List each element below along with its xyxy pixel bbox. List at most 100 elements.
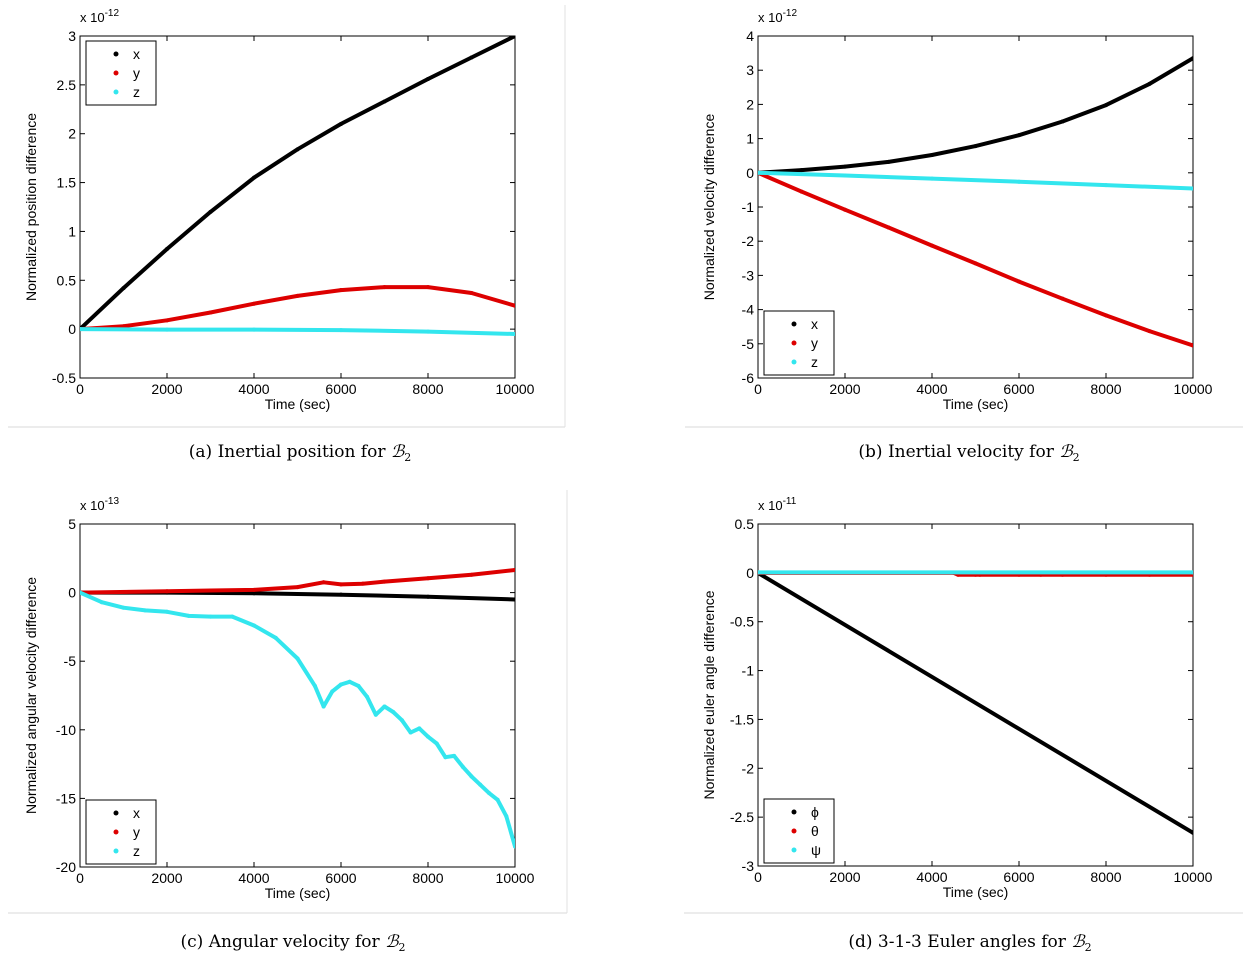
data-point (80, 590, 82, 595)
y-tick-label: 2 (746, 96, 754, 112)
data-point (1191, 186, 1193, 191)
data-point (513, 332, 515, 337)
legend-box (85, 799, 157, 865)
data-point (1060, 119, 1065, 124)
data-point (495, 797, 500, 802)
caption-d: (d) 3-1-3 Euler angles for ℬ2 (848, 932, 1091, 954)
data-point (1147, 329, 1152, 334)
axis-multiplier: x 10-11 (758, 496, 797, 513)
data-point (165, 589, 169, 594)
x-tick-label: 10000 (1174, 381, 1213, 397)
y-tick-label: 1 (68, 223, 76, 239)
legend-box (85, 40, 157, 106)
data-point (312, 683, 317, 688)
x-tick-label: 8000 (1090, 381, 1121, 397)
data-point (886, 225, 891, 230)
data-point (165, 609, 169, 614)
data-point (1017, 279, 1021, 284)
legend-box (763, 310, 835, 376)
data-point (460, 764, 465, 769)
data-point (382, 285, 387, 290)
y-tick-label: 0 (746, 165, 754, 181)
x-axis-label: Time (sec) (943, 884, 1009, 900)
data-point (208, 588, 213, 593)
data-point (1104, 183, 1108, 188)
y-tick-label: -10 (56, 722, 76, 738)
series-layer (80, 567, 515, 849)
legend-marker (791, 828, 797, 834)
legend: xyz (763, 310, 835, 376)
data-point (1017, 133, 1021, 138)
data-point (252, 175, 256, 180)
data-point (295, 147, 300, 152)
data-point (443, 755, 448, 760)
x-tick-label: 2000 (151, 381, 182, 397)
data-point (252, 591, 256, 596)
x-tick-label: 6000 (325, 870, 356, 886)
data-point (843, 173, 847, 178)
x-tick-label: 2000 (151, 870, 182, 886)
data-point (426, 576, 430, 581)
data-point (930, 243, 934, 248)
x-tick-label: 6000 (325, 381, 356, 397)
axis-multiplier: x 10-12 (758, 8, 797, 25)
legend: ϕθψ (763, 798, 835, 864)
data-point (1191, 570, 1193, 575)
y-tick-label: 1.5 (57, 175, 77, 191)
x-tick-label: 4000 (238, 870, 269, 886)
data-point (252, 587, 256, 592)
legend-label: ϕ (811, 804, 819, 820)
legend-marker (113, 829, 119, 835)
data-point (486, 790, 491, 795)
data-point (121, 605, 126, 610)
data-point (295, 293, 300, 298)
data-point (1104, 103, 1108, 108)
data-point (165, 318, 169, 323)
y-tick-label: -2 (742, 760, 755, 776)
y-axis-label: Normalized velocity difference (701, 114, 717, 301)
y-tick-label: 4 (746, 28, 754, 44)
data-point (382, 579, 387, 584)
data-point (426, 76, 430, 81)
y-tick-label: -3 (742, 267, 755, 283)
data-point (799, 189, 804, 194)
legend-label: z (133, 843, 140, 859)
data-point (360, 581, 365, 586)
y-tick-label: 0.5 (735, 516, 755, 532)
data-point (339, 121, 343, 126)
data-point (1104, 313, 1108, 318)
y-tick-label: 3 (68, 28, 76, 44)
data-point (208, 614, 213, 619)
series-line-1 (80, 568, 515, 595)
data-point (426, 285, 430, 290)
data-point (143, 608, 148, 613)
legend: xyz (85, 40, 157, 106)
data-point (339, 592, 343, 597)
legend-label: x (133, 805, 140, 821)
y-tick-label: -6 (742, 370, 755, 386)
data-point (339, 582, 343, 587)
x-tick-label: 6000 (1003, 869, 1034, 885)
legend-marker (791, 321, 797, 327)
series-line-0 (758, 570, 1193, 835)
y-tick-label: -20 (56, 859, 76, 875)
y-tick-label: -5 (64, 653, 77, 669)
legend-label: x (811, 316, 818, 332)
data-point (426, 329, 430, 334)
y-tick-label: -3 (742, 858, 755, 874)
chart-euler-angles: 0 2000 4000 6000 8000 10000 -3 -2.5 -2 -1.5 -1 -0.5… (701, 496, 1213, 900)
data-point (273, 635, 278, 640)
legend-label: y (811, 335, 818, 351)
legend-marker (791, 359, 797, 365)
data-point (469, 55, 474, 60)
data-point (426, 734, 430, 739)
chart-inertial-position: 0 2000 4000 6000 8000 10000-0.500.511.522.53x… (23, 8, 535, 412)
data-point (347, 679, 352, 684)
data-point (295, 656, 300, 661)
series-layer (758, 56, 1193, 348)
data-point (321, 704, 326, 709)
axis-multiplier: x 10-12 (80, 8, 119, 25)
x-tick-label: 10000 (1174, 869, 1213, 885)
y-tick-label: -1 (742, 663, 755, 679)
data-point (230, 614, 235, 619)
